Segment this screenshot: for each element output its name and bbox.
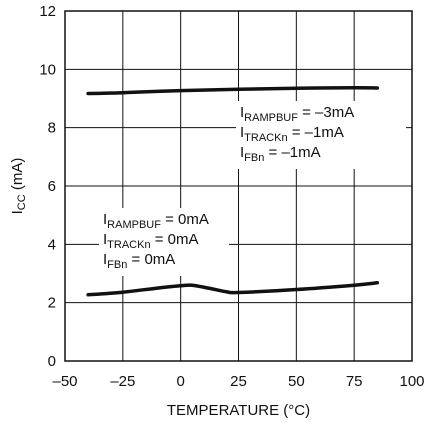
y-axis-title-unit: (mA) (9, 158, 26, 195)
y-axis-title: ICC (mA) (9, 158, 28, 215)
x-tick-label: 0 (176, 373, 184, 390)
x-tick-label: 100 (399, 373, 424, 390)
plot-frame (64, 10, 413, 362)
y-tick-label: 2 (48, 295, 56, 312)
x-tick-label: 75 (346, 373, 363, 390)
annotation-line: IFBn = 0mA (103, 251, 175, 271)
annotation-line: IRAMPBUF = –3mA (240, 104, 354, 124)
annotation-background (99, 208, 229, 276)
series-line-lower (86, 281, 380, 297)
y-tick-labels: 0 2 4 6 8 10 12 (39, 3, 56, 370)
series-line-upper (86, 85, 380, 96)
annotation-line: ITRACKn = –1mA (240, 124, 344, 144)
annotation-line: IFBn = –1mA (240, 144, 321, 164)
y-axis-title-sub: CC (16, 194, 28, 210)
annotation-background (236, 101, 406, 169)
x-tick-label: 50 (288, 373, 305, 390)
x-tick-labels: –50 –25 0 25 50 75 100 (52, 373, 424, 390)
y-tick-label: 6 (48, 178, 56, 195)
y-tick-label: 8 (48, 120, 56, 137)
y-tick-label: 10 (39, 61, 56, 78)
y-tick-label: 4 (48, 236, 56, 253)
y-axis-title-main: I (9, 210, 26, 214)
annotation-line: IRAMPBUF = 0mA (103, 211, 209, 231)
y-tick-label: 12 (39, 3, 56, 20)
x-tick-label: –50 (52, 373, 77, 390)
x-axis-title: TEMPERATURE (°C) (167, 402, 310, 419)
grid (65, 11, 412, 361)
x-tick-label: –25 (110, 373, 135, 390)
series-lines (86, 85, 380, 297)
y-tick-label: 0 (48, 353, 56, 370)
annotation-line: ITRACKn = 0mA (103, 231, 199, 251)
x-tick-label: 25 (230, 373, 247, 390)
